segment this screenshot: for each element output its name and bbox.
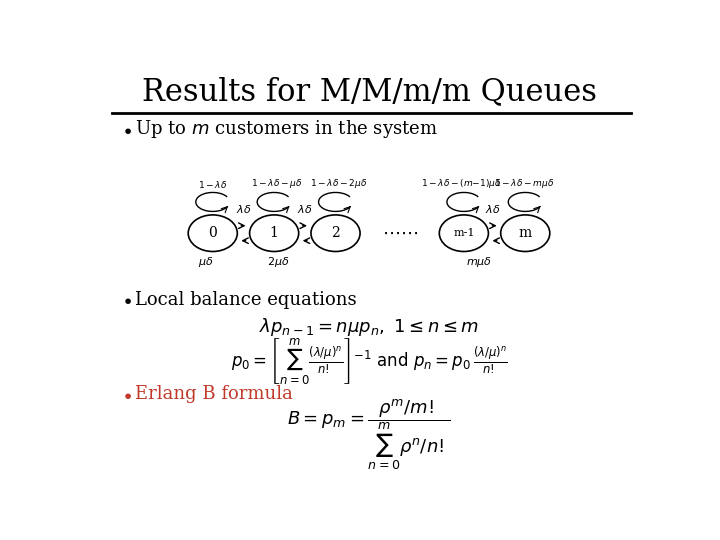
Text: Up to $m$ customers in the system: Up to $m$ customers in the system — [135, 118, 438, 140]
Circle shape — [500, 215, 550, 252]
Text: $1-\lambda\delta-\mu\delta$: $1-\lambda\delta-\mu\delta$ — [251, 177, 302, 190]
Text: 57: 57 — [683, 518, 698, 532]
Text: $\cdots\cdots$: $\cdots\cdots$ — [382, 224, 418, 242]
Text: $\lambda\delta$: $\lambda\delta$ — [297, 204, 312, 215]
Text: m-1: m-1 — [453, 228, 474, 238]
Text: $1-\lambda\delta-2\mu\delta$: $1-\lambda\delta-2\mu\delta$ — [310, 177, 367, 190]
Text: $\lambda\delta$: $\lambda\delta$ — [235, 204, 251, 215]
Text: $1-\lambda\delta-(m{-}1)\mu\delta$: $1-\lambda\delta-(m{-}1)\mu\delta$ — [421, 177, 502, 190]
Text: $\bullet$: $\bullet$ — [121, 290, 132, 309]
Circle shape — [250, 215, 299, 252]
Circle shape — [439, 215, 488, 252]
Text: 2: 2 — [331, 226, 340, 240]
Text: Results for M/M/m/m Queues: Results for M/M/m/m Queues — [142, 76, 596, 107]
Circle shape — [311, 215, 360, 252]
Text: 1: 1 — [270, 226, 279, 240]
Text: Communication Networks: Communication Networks — [279, 518, 441, 532]
Text: Erlang B formula: Erlang B formula — [135, 385, 292, 403]
Text: 0: 0 — [208, 226, 217, 240]
Text: $\lambda p_{n-1} = n\mu p_n, \ 1 \leq n \leq m$: $\lambda p_{n-1} = n\mu p_n, \ 1 \leq n … — [259, 316, 479, 338]
Text: m: m — [518, 226, 532, 240]
Text: $\bullet$: $\bullet$ — [121, 384, 132, 403]
Text: $\mu\delta$: $\mu\delta$ — [198, 255, 214, 269]
Text: $B = p_m = \dfrac{\rho^m/m!}{\sum_{n=0}^{m} \rho^n/n!}$: $B = p_m = \dfrac{\rho^m/m!}{\sum_{n=0}^… — [287, 397, 451, 472]
Text: $1-\lambda\delta-m\mu\delta$: $1-\lambda\delta-m\mu\delta$ — [494, 177, 554, 190]
Text: $\lambda\delta$: $\lambda\delta$ — [485, 204, 500, 215]
Text: $m\mu\delta$: $m\mu\delta$ — [467, 255, 492, 269]
Text: $\bullet$: $\bullet$ — [121, 120, 132, 139]
Text: $1-\lambda\delta$: $1-\lambda\delta$ — [198, 179, 228, 190]
Circle shape — [188, 215, 238, 252]
Text: $p_0 = \left[\sum_{n=0}^{m} \frac{(\lambda/\mu)^n}{n!}\right]^{-1}\ \mathrm{and}: $p_0 = \left[\sum_{n=0}^{m} \frac{(\lamb… — [230, 336, 508, 386]
Text: Local balance equations: Local balance equations — [135, 291, 356, 309]
Text: $2\mu\delta$: $2\mu\delta$ — [267, 255, 290, 269]
